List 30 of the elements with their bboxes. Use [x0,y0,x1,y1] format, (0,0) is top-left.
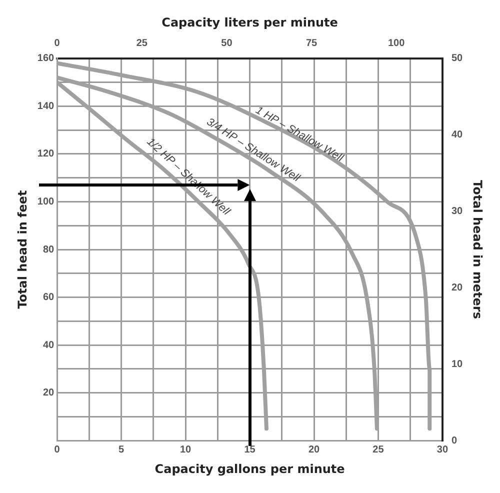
y-tick-label: 100 [37,196,55,208]
y-tick-label: 20 [42,388,55,399]
x-tick-label: 30 [436,444,448,456]
x-tick-label: 15 [244,444,256,456]
y2-axis-title: Total head in meters [470,180,485,319]
y-tick-label: 60 [42,292,55,304]
y2-tick-label: 20 [451,282,464,294]
x-tick-label: 25 [372,444,384,456]
y2-tick-label: 0 [451,435,458,446]
x2-tick-label: 0 [54,38,60,50]
y2-tick-label: 50 [451,53,464,64]
y-tick-label: 80 [42,244,55,256]
y2-tick-label: 30 [451,206,464,218]
y-tick-label: 160 [37,53,55,64]
y-axis-title: Total head in feet [15,190,30,309]
x-tick-label: 10 [180,444,192,456]
y2-tick-label: 40 [451,130,464,141]
x2-tick-label: 25 [136,38,148,50]
x-tick-label: 5 [118,444,125,456]
x2-axis-title: Capacity liters per minute [162,15,338,30]
x2-tick-label: 50 [221,38,233,50]
y2-tick-label: 10 [451,358,464,370]
y-tick-label: 40 [42,340,55,351]
x-tick-label: 20 [308,444,320,456]
x2-tick-label: 100 [388,38,406,50]
y-tick-label: 140 [37,100,55,112]
x2-tick-label: 75 [306,38,318,50]
y-tick-label: 120 [37,148,55,160]
x-tick-label: 0 [54,444,60,456]
x-axis-title: Capacity gallons per minute [154,462,345,476]
